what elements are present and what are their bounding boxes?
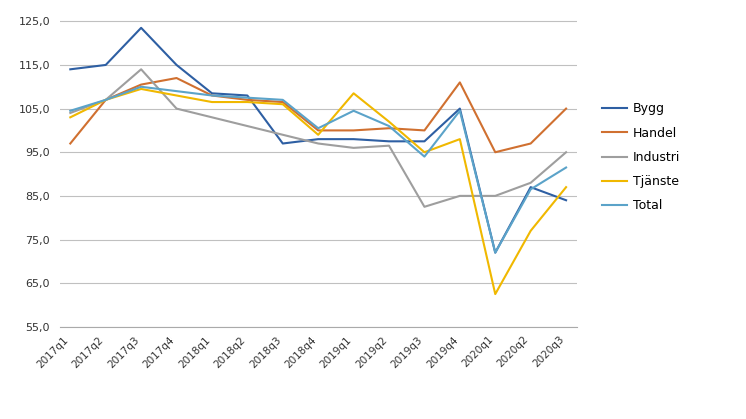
Industri: [491, 194, 500, 199]
Total: [455, 108, 464, 113]
Handel: [384, 126, 393, 131]
Tjänste: [172, 93, 181, 98]
Industri: [562, 150, 571, 155]
Total: [491, 250, 500, 255]
Handel: [491, 150, 500, 155]
Handel: [526, 141, 535, 146]
Handel: [420, 128, 429, 133]
Tjänste: [207, 100, 216, 105]
Total: [384, 124, 393, 129]
Bygg: [491, 250, 500, 255]
Tjänste: [562, 185, 571, 190]
Handel: [137, 82, 145, 87]
Handel: [314, 128, 323, 133]
Handel: [243, 97, 252, 102]
Industri: [172, 106, 181, 111]
Bygg: [101, 62, 110, 67]
Bygg: [349, 137, 358, 142]
Tjänste: [243, 100, 252, 105]
Bygg: [243, 93, 252, 98]
Tjänste: [101, 97, 110, 102]
Total: [562, 165, 571, 170]
Bygg: [137, 25, 145, 30]
Total: [137, 84, 145, 89]
Total: [243, 95, 252, 100]
Industri: [66, 111, 75, 116]
Total: [172, 89, 181, 94]
Industri: [278, 132, 287, 137]
Tjänste: [66, 115, 75, 120]
Industri: [314, 141, 323, 146]
Tjänste: [491, 292, 500, 297]
Total: [66, 108, 75, 113]
Handel: [207, 93, 216, 98]
Total: [101, 97, 110, 102]
Total: [207, 93, 216, 98]
Industri: [101, 97, 110, 102]
Handel: [349, 128, 358, 133]
Handel: [66, 141, 75, 146]
Total: [314, 126, 323, 131]
Industri: [384, 143, 393, 148]
Handel: [455, 80, 464, 85]
Bygg: [172, 62, 181, 67]
Total: [349, 108, 358, 113]
Handel: [101, 97, 110, 102]
Tjänste: [526, 228, 535, 233]
Industri: [243, 124, 252, 129]
Bygg: [278, 141, 287, 146]
Tjänste: [314, 132, 323, 137]
Tjänste: [455, 137, 464, 142]
Industri: [349, 145, 358, 150]
Bygg: [314, 137, 323, 142]
Tjänste: [278, 102, 287, 107]
Bygg: [455, 106, 464, 111]
Line: Handel: Handel: [70, 78, 566, 152]
Total: [526, 187, 535, 192]
Tjänste: [349, 91, 358, 96]
Tjänste: [384, 119, 393, 124]
Bygg: [66, 67, 75, 72]
Industri: [455, 194, 464, 199]
Line: Industri: Industri: [70, 69, 566, 207]
Tjänste: [420, 150, 429, 155]
Industri: [207, 115, 216, 120]
Line: Total: Total: [70, 87, 566, 253]
Handel: [562, 106, 571, 111]
Industri: [137, 67, 145, 72]
Total: [420, 154, 429, 159]
Handel: [172, 75, 181, 80]
Industri: [420, 204, 429, 210]
Tjänste: [137, 86, 145, 91]
Handel: [278, 100, 287, 105]
Bygg: [562, 198, 571, 203]
Line: Tjänste: Tjänste: [70, 89, 566, 294]
Industri: [526, 180, 535, 185]
Bygg: [526, 185, 535, 190]
Bygg: [384, 139, 393, 144]
Total: [278, 97, 287, 102]
Legend: Bygg, Handel, Industri, Tjänste, Total: Bygg, Handel, Industri, Tjänste, Total: [597, 97, 686, 217]
Bygg: [207, 91, 216, 96]
Line: Bygg: Bygg: [70, 28, 566, 253]
Bygg: [420, 139, 429, 144]
